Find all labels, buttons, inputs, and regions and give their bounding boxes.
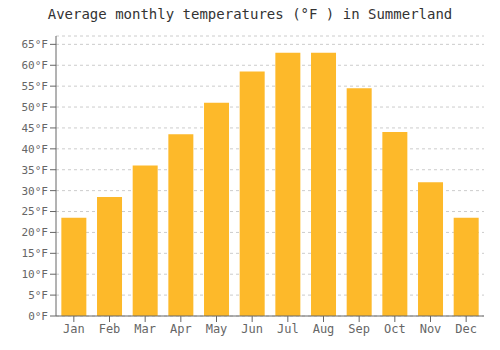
svg-text:5°F: 5°F (28, 289, 48, 302)
svg-text:Nov: Nov (420, 322, 442, 336)
svg-text:Jan: Jan (63, 322, 85, 336)
svg-text:Feb: Feb (99, 322, 121, 336)
svg-text:50°F: 50°F (22, 101, 49, 114)
svg-text:65°F: 65°F (22, 38, 49, 51)
html-text:Average monthly temperatures (: Average monthly temperatures (°F ) in Su… (47, 6, 453, 22)
svg-text:60°F: 60°F (22, 59, 49, 72)
svg-text:Mar: Mar (134, 322, 156, 336)
svg-text:55°F: 55°F (22, 80, 49, 93)
svg-text:25°F: 25°F (22, 205, 49, 218)
svg-text:Aug: Aug (313, 322, 335, 336)
svg-text:35°F: 35°F (22, 164, 49, 177)
svg-text:10°F: 10°F (22, 268, 49, 281)
svg-text:Sep: Sep (348, 322, 370, 336)
svg-text:30°F: 30°F (22, 185, 49, 198)
svg-text:Jul: Jul (277, 322, 299, 336)
svg-text:Dec: Dec (455, 322, 477, 336)
svg-text:15°F: 15°F (22, 247, 49, 260)
svg-text:Jun: Jun (241, 322, 263, 336)
svg-text:20°F: 20°F (22, 226, 49, 239)
svg-text:45°F: 45°F (22, 122, 49, 135)
svg-text:Apr: Apr (170, 322, 192, 336)
svg-text:May: May (206, 322, 228, 336)
svg-text:Oct: Oct (384, 322, 406, 336)
svg-text:0°F: 0°F (28, 310, 48, 323)
svg-text:40°F: 40°F (22, 143, 49, 156)
